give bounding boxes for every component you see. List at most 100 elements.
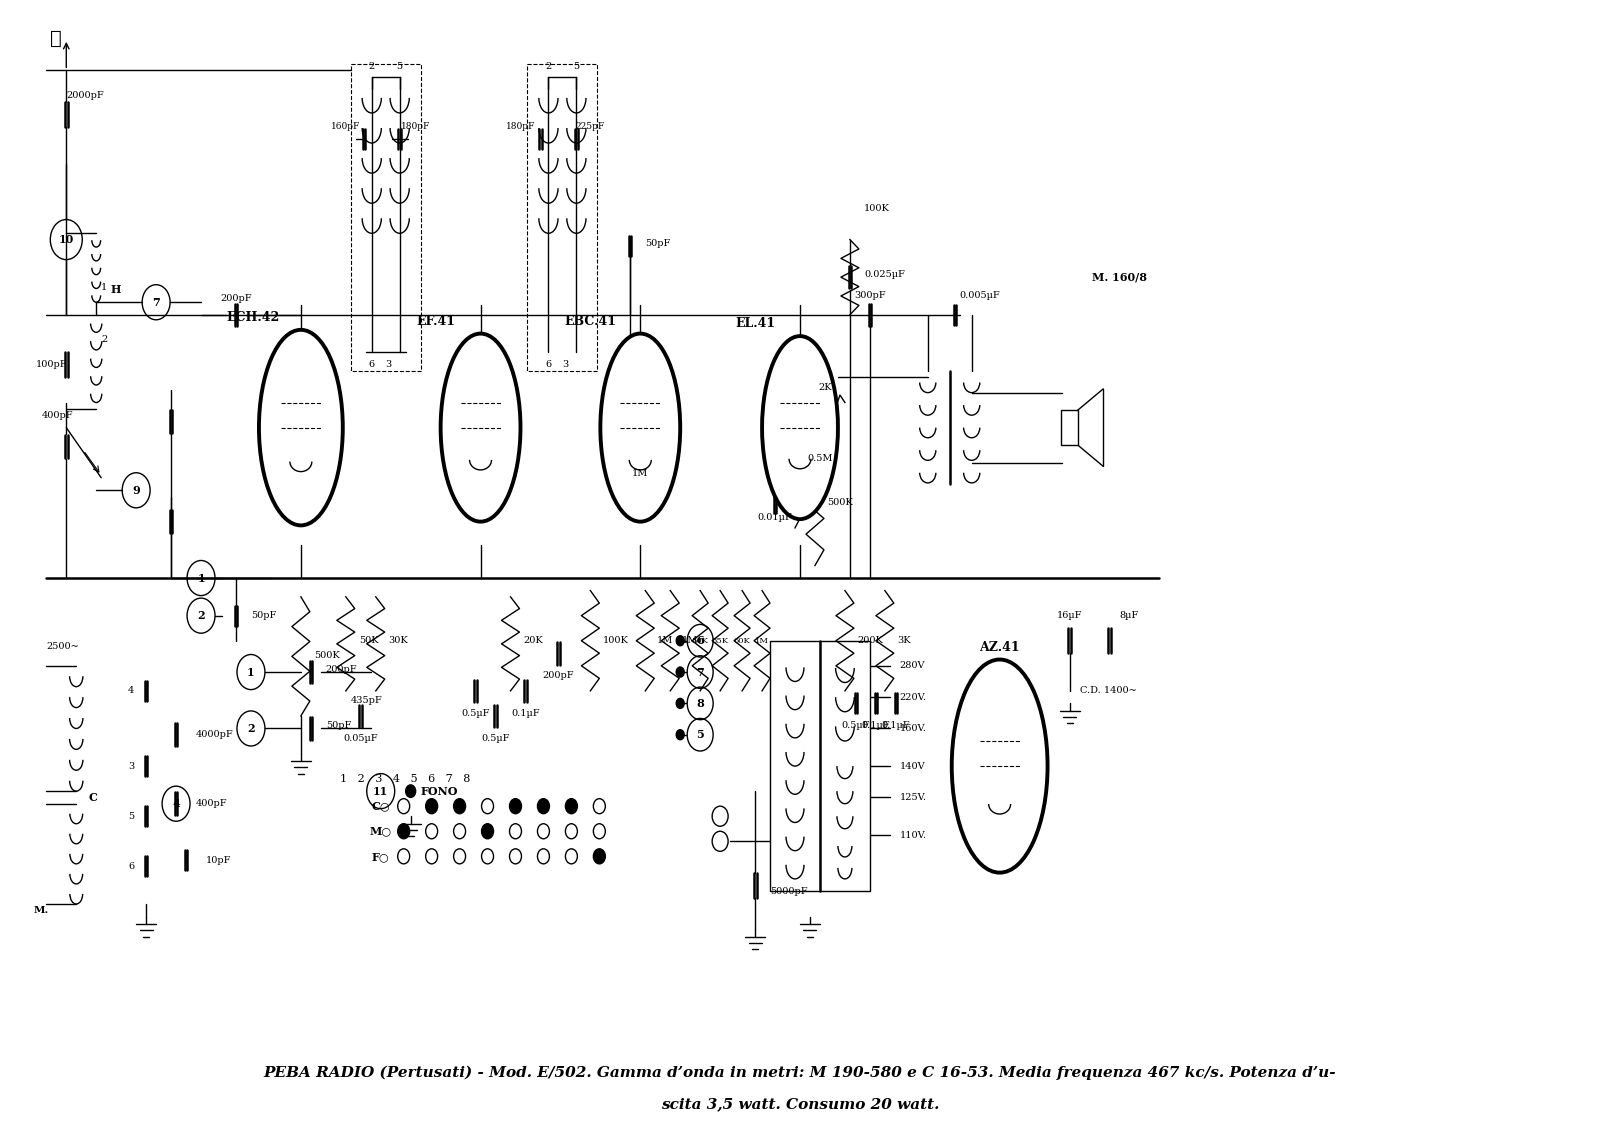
Text: 1M: 1M [632, 469, 648, 478]
Text: 6: 6 [368, 361, 374, 370]
Text: C.D. 1400~: C.D. 1400~ [1080, 687, 1136, 696]
Circle shape [538, 798, 549, 813]
Text: 7: 7 [152, 296, 160, 308]
Text: 50pF: 50pF [326, 722, 350, 731]
Text: M○: M○ [370, 826, 392, 837]
Text: AZ.41: AZ.41 [979, 641, 1019, 654]
Text: 60K: 60K [734, 637, 750, 645]
Circle shape [426, 798, 438, 813]
Ellipse shape [762, 336, 838, 519]
Text: 0.025µF: 0.025µF [864, 270, 904, 279]
Text: 1: 1 [101, 283, 107, 292]
Text: 30K: 30K [389, 637, 408, 645]
Bar [770, 641, 870, 891]
Text: 160pF: 160pF [331, 122, 360, 131]
Text: 50K: 50K [358, 637, 378, 645]
Text: 3K: 3K [898, 637, 910, 645]
Text: 5: 5 [397, 62, 403, 71]
Text: EF.41: EF.41 [416, 314, 454, 328]
Text: 3: 3 [386, 361, 392, 370]
Ellipse shape [600, 334, 680, 521]
Text: scita 3,5 watt. Consumo 20 watt.: scita 3,5 watt. Consumo 20 watt. [661, 1097, 939, 1112]
Ellipse shape [259, 330, 342, 526]
Text: 200pF: 200pF [221, 294, 251, 303]
Circle shape [482, 823, 493, 839]
Circle shape [565, 798, 578, 813]
Text: 1M: 1M [755, 637, 770, 645]
Circle shape [677, 698, 685, 708]
Text: 280V: 280V [899, 662, 925, 671]
Text: 0.1µF: 0.1µF [882, 722, 910, 731]
Ellipse shape [952, 659, 1048, 873]
Text: 0.1µF: 0.1µF [510, 709, 539, 718]
Text: 35K: 35K [712, 637, 728, 645]
Text: 500K: 500K [827, 499, 853, 508]
Text: 1   2   3   4   5   6   7   8: 1 2 3 4 5 6 7 8 [341, 774, 470, 784]
Text: 2000pF: 2000pF [66, 90, 104, 100]
Text: 220V.: 220V. [899, 692, 926, 701]
Text: 0.1µF: 0.1µF [861, 722, 890, 731]
Text: 125V.: 125V. [899, 793, 926, 802]
Text: 5000pF: 5000pF [770, 887, 808, 896]
Circle shape [454, 798, 466, 813]
Text: 400pF: 400pF [197, 800, 227, 809]
Text: 2500~: 2500~ [46, 642, 78, 651]
Text: 1: 1 [246, 666, 254, 677]
Text: 500K: 500K [314, 651, 339, 661]
Text: C: C [88, 792, 98, 803]
Text: 0.5M: 0.5M [806, 455, 832, 464]
Text: 7: 7 [696, 666, 704, 677]
Text: 9: 9 [133, 485, 141, 495]
Circle shape [509, 798, 522, 813]
Text: 2: 2 [368, 62, 374, 71]
Text: 100K: 100K [602, 637, 629, 645]
Text: 8µF: 8µF [1120, 611, 1139, 620]
Text: 1: 1 [197, 572, 205, 584]
Text: 2K: 2K [818, 383, 832, 392]
Text: M.: M. [34, 906, 50, 915]
Text: EL.41: EL.41 [734, 318, 774, 330]
Text: 200K: 200K [858, 637, 883, 645]
Text: 110V.: 110V. [899, 830, 926, 839]
Text: 225pF: 225pF [576, 122, 605, 131]
Text: 6: 6 [696, 636, 704, 646]
Text: 0.5µF: 0.5µF [461, 709, 490, 718]
Circle shape [398, 823, 410, 839]
Text: F○: F○ [371, 851, 389, 862]
Circle shape [594, 848, 605, 864]
Text: 100K: 100K [864, 204, 890, 213]
Text: 140V: 140V [899, 761, 925, 770]
Text: 50K: 50K [691, 637, 709, 645]
Text: 4: 4 [173, 798, 179, 809]
Text: ⌇: ⌇ [51, 31, 62, 48]
Text: 3: 3 [128, 761, 134, 770]
Text: 11: 11 [373, 786, 389, 796]
Text: 2: 2 [197, 610, 205, 621]
Text: C○: C○ [371, 801, 390, 812]
Text: 180pF: 180pF [506, 122, 534, 131]
Text: PEBA RADIO (Pertusati) - Mod. E/502. Gamma d’onda in metri: M 190-580 e C 16-53.: PEBA RADIO (Pertusati) - Mod. E/502. Gam… [264, 1067, 1336, 1080]
Text: 0.01µF: 0.01µF [758, 513, 792, 523]
Text: 50pF: 50pF [251, 611, 277, 620]
Text: 0.5µF: 0.5µF [482, 734, 510, 743]
Text: EBC.41: EBC.41 [565, 314, 616, 328]
Bar [528, 64, 597, 371]
Text: 1M: 1M [682, 637, 699, 645]
Text: 435pF: 435pF [350, 697, 382, 706]
Text: 16µF: 16µF [1056, 611, 1082, 620]
Bar [350, 64, 421, 371]
Text: 2: 2 [546, 62, 552, 71]
Text: 200pF: 200pF [542, 672, 574, 681]
Circle shape [677, 667, 685, 677]
Text: 6: 6 [546, 361, 552, 370]
Text: 5: 5 [128, 812, 134, 821]
Text: 400pF: 400pF [42, 411, 74, 420]
Text: M. 160/8: M. 160/8 [1091, 271, 1147, 283]
Text: 2: 2 [246, 723, 254, 734]
Text: 200pF: 200pF [326, 665, 357, 674]
Text: ECH.42: ECH.42 [226, 311, 280, 323]
Text: 0.005µF: 0.005µF [960, 292, 1000, 301]
Text: 160V.: 160V. [899, 724, 926, 733]
Text: 300pF: 300pF [854, 292, 886, 301]
Text: 10: 10 [59, 234, 74, 245]
